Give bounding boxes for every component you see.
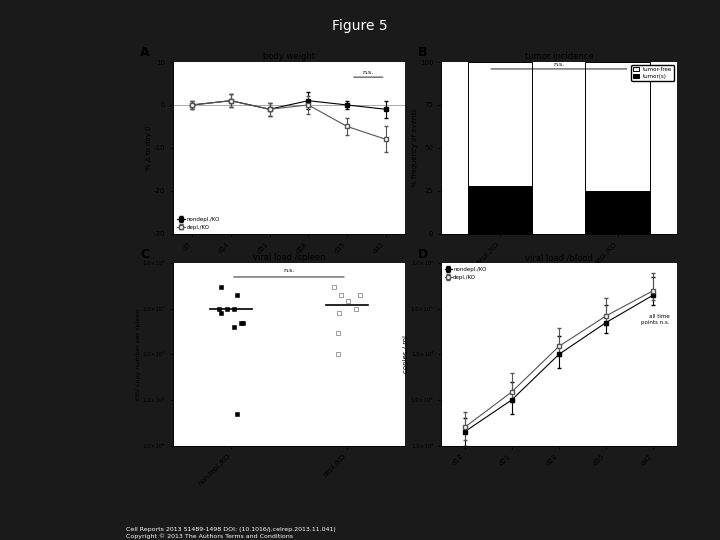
- Text: n.s.: n.s.: [363, 70, 374, 75]
- Text: all time
points n.s.: all time points n.s.: [642, 314, 670, 325]
- Point: [354, 291, 366, 299]
- Bar: [585, 62, 650, 191]
- Text: Copyright © 2013 The Authors Terms and Conditions: Copyright © 2013 The Authors Terms and C…: [126, 534, 293, 539]
- Text: Figure 5: Figure 5: [332, 19, 388, 33]
- Point: [228, 322, 240, 331]
- Text: B: B: [418, 46, 428, 59]
- Point: [351, 305, 362, 313]
- Point: [235, 318, 247, 327]
- Point: [215, 309, 227, 318]
- Title: body weight: body weight: [263, 52, 315, 62]
- Title: tumor incidence: tumor incidence: [525, 52, 593, 62]
- Point: [328, 283, 339, 292]
- Point: [238, 318, 249, 327]
- Text: Cell Reports 2013 51489-1498 DOI: (10.1016/j.celrep.2013.11.041): Cell Reports 2013 51489-1498 DOI: (10.10…: [126, 526, 336, 531]
- Legend: tumor-free, tumor(s): tumor-free, tumor(s): [631, 65, 674, 81]
- Point: [228, 305, 239, 313]
- Point: [333, 328, 344, 337]
- Point: [342, 296, 354, 305]
- Bar: [585, 191, 650, 233]
- Y-axis label: % Δ to day 0: % Δ to day 0: [146, 125, 152, 170]
- Legend: nondepl./KO, depl./KO: nondepl./KO, depl./KO: [176, 216, 221, 231]
- Y-axis label: copies / ml: copies / ml: [403, 335, 410, 373]
- Point: [232, 291, 243, 299]
- Bar: [467, 186, 532, 233]
- Point: [213, 305, 225, 313]
- Bar: [467, 62, 532, 186]
- Y-axis label: EBV copy number per spleen: EBV copy number per spleen: [136, 309, 141, 400]
- Point: [333, 309, 345, 318]
- Text: D: D: [418, 247, 428, 261]
- Title: viral load /blood: viral load /blood: [525, 253, 593, 262]
- Title: viral load /spleen: viral load /spleen: [253, 253, 325, 262]
- Y-axis label: % frequency of events: % frequency of events: [413, 109, 418, 187]
- Text: n.s.: n.s.: [553, 62, 564, 68]
- Point: [222, 305, 233, 313]
- Text: A: A: [140, 46, 150, 59]
- Point: [231, 409, 243, 418]
- Text: n.s.: n.s.: [283, 268, 294, 273]
- Point: [215, 283, 227, 292]
- Point: [333, 350, 344, 359]
- Legend: nondepl./KO, depl./KO: nondepl./KO, depl./KO: [444, 266, 487, 281]
- Point: [336, 291, 347, 299]
- Text: C: C: [140, 247, 150, 261]
